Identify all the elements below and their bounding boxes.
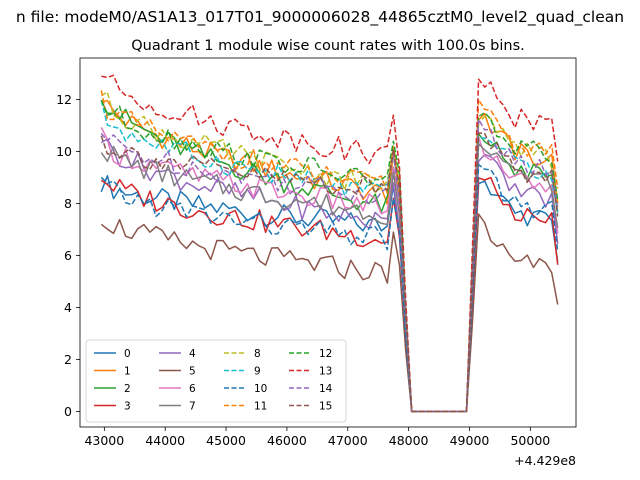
x-tick-label: 44000 (145, 433, 185, 448)
legend-label-3: 3 (124, 401, 131, 413)
x-tick-label: 50000 (510, 433, 550, 448)
x-tick-label: 43000 (84, 433, 124, 448)
figure-suptitle: n file: modeM0/AS1A13_017T01_9000006028_… (15, 8, 625, 26)
series-line-11 (100, 90, 559, 413)
x-tick-label: 47000 (328, 433, 368, 448)
legend-label-6: 6 (189, 383, 196, 395)
y-tick-label: 2 (64, 352, 72, 367)
legend-label-5: 5 (189, 366, 196, 378)
legend-label-14: 14 (319, 383, 333, 395)
series-line-7 (100, 142, 559, 413)
x-offset-label: +4.429e8 (514, 453, 576, 468)
y-tick-label: 4 (64, 300, 72, 315)
y-tick-label: 10 (56, 144, 72, 159)
series-line-3 (100, 176, 559, 413)
chart-title: Quadrant 1 module wise count rates with … (131, 38, 525, 54)
legend-box (85, 339, 347, 423)
series-line-12 (100, 99, 559, 413)
series-line-8 (100, 91, 559, 413)
series-line-14 (100, 118, 559, 413)
y-tick-label: 8 (64, 196, 72, 211)
legend-label-12: 12 (319, 348, 332, 360)
y-tick-label: 12 (56, 92, 72, 107)
legend-label-1: 1 (124, 366, 131, 378)
plot-frame (79, 57, 577, 428)
legend-label-10: 10 (254, 383, 267, 395)
series-line-13 (101, 74, 559, 413)
legend-label-9: 9 (254, 366, 261, 378)
x-tick-label: 45000 (206, 433, 246, 448)
x-tick-label: 49000 (450, 433, 490, 448)
legend-label-0: 0 (124, 348, 131, 360)
x-tick-label: 46000 (267, 433, 307, 448)
series-line-0 (100, 175, 559, 413)
legend-label-11: 11 (254, 401, 267, 413)
legend-label-13: 13 (319, 366, 332, 378)
axes-layer: 43000 44000 45000 46000 47000 48000 49000 50000… (56, 57, 577, 468)
series-line-10 (100, 163, 559, 413)
legend-label-15: 15 (319, 401, 332, 413)
legend-label-8: 8 (254, 348, 261, 360)
legend-label-2: 2 (124, 383, 131, 395)
y-tick-label: 0 (64, 404, 72, 419)
legend-label-7: 7 (189, 401, 196, 413)
legend-label-4: 4 (189, 348, 196, 360)
x-tick-label: 48000 (389, 433, 429, 448)
series-layer (100, 74, 559, 413)
series-line-15 (100, 132, 559, 413)
series-line-5 (100, 213, 559, 413)
y-tick-label: 6 (64, 248, 72, 263)
